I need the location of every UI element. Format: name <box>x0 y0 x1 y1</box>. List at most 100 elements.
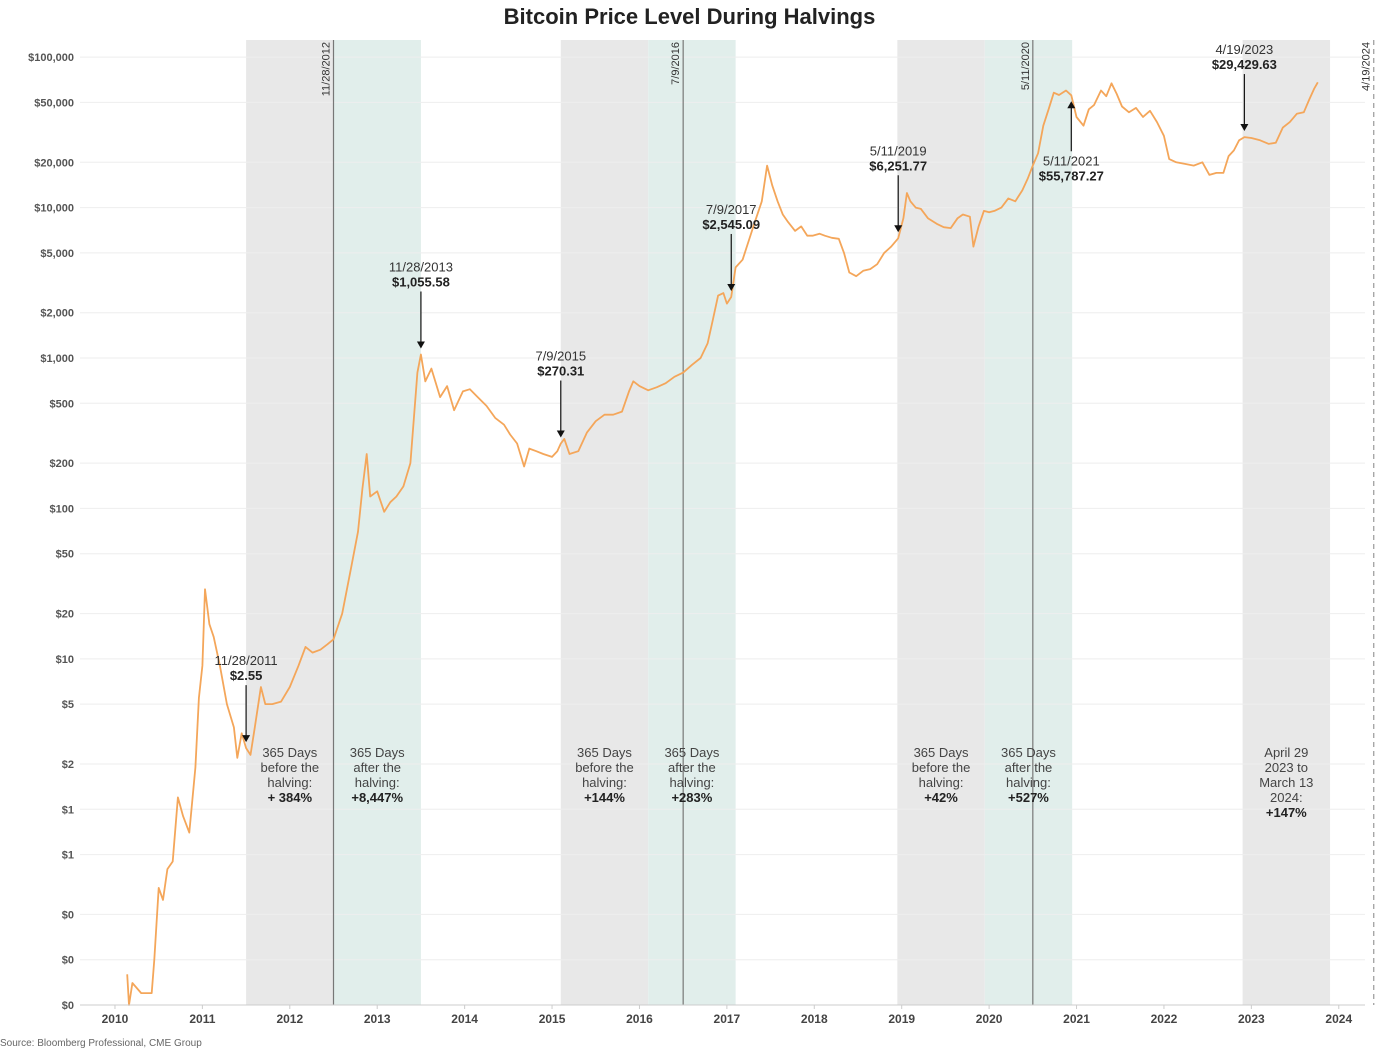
annotation-0-arrowhead <box>242 735 251 743</box>
y-tick-label-12: $10 <box>56 654 74 666</box>
band-6 <box>1242 40 1331 1005</box>
y-tick-label-10: $50 <box>56 549 74 561</box>
y-tick-label-16: $1 <box>62 850 74 862</box>
band-2-line-1: before the <box>575 760 634 775</box>
annotation-1-date: 11/28/2013 <box>389 260 453 275</box>
band-6-line-3: 2024: <box>1270 790 1303 805</box>
band-3-line-2: halving: <box>669 775 714 790</box>
band-3-line-1: after the <box>668 760 716 775</box>
y-tick-label-11: $20 <box>56 609 74 621</box>
y-tick-label-3: $10,000 <box>34 203 74 215</box>
annotation-2-date: 7/9/2015 <box>535 349 586 364</box>
x-tick-label-9: 2019 <box>888 1012 915 1026</box>
annotation-2-value: $270.31 <box>537 364 584 379</box>
band-3-change: +283% <box>671 790 712 805</box>
series-layer <box>126 81 1319 1006</box>
x-tick-label-8: 2018 <box>801 1012 828 1026</box>
x-tick-label-5: 2015 <box>539 1012 566 1026</box>
band-4-line-0: 365 Days <box>914 745 969 760</box>
x-tick-label-3: 2013 <box>364 1012 391 1026</box>
y-tick-label-2: $20,000 <box>34 157 74 169</box>
y-tick-label-0: $100,000 <box>28 52 74 64</box>
bands-layer <box>246 40 1331 1005</box>
y-tick-label-19: $0 <box>62 1000 74 1012</box>
x-tick-label-2: 2012 <box>276 1012 303 1026</box>
x-tick-label-1: 2011 <box>189 1012 215 1026</box>
annotation-0-date: 11/28/2011 <box>215 653 278 668</box>
band-2-line-0: 365 Days <box>577 745 632 760</box>
halving-label-3: 4/19/2024 <box>1361 42 1373 91</box>
band-0-change: + 384% <box>268 790 313 805</box>
y-tick-label-14: $2 <box>62 759 74 771</box>
annotation-3-date: 7/9/2017 <box>706 202 757 217</box>
band-0-line-2: halving: <box>267 775 312 790</box>
annotation-5-value: $55,787.27 <box>1039 168 1104 183</box>
band-1-change: +8,447% <box>351 790 403 805</box>
annotation-5-arrowhead <box>1067 101 1076 109</box>
annotation-4-date: 5/11/2019 <box>870 143 927 158</box>
band-6-line-2: March 13 <box>1259 775 1313 790</box>
x-tick-label-14: 2024 <box>1325 1012 1352 1026</box>
band-2 <box>560 40 649 1005</box>
y-tick-label-9: $100 <box>50 503 74 515</box>
annotation-6-date: 4/19/2023 <box>1215 42 1273 57</box>
y-tick-label-18: $0 <box>62 955 74 967</box>
annotation-6-value: $29,429.63 <box>1212 57 1277 72</box>
ann-layer: 11/28/2011$2.55 11/28/2013$1,055.58 7/9/20… <box>215 42 1277 743</box>
x-tick-label-13: 2023 <box>1238 1012 1265 1026</box>
y-tick-label-4: $5,000 <box>40 248 74 260</box>
halving-label-2: 5/11/2020 <box>1020 42 1032 90</box>
band-5-change: +527% <box>1008 790 1049 805</box>
halving-label-1: 7/9/2016 <box>670 42 682 85</box>
band-5-line-1: after the <box>1005 760 1053 775</box>
band-5 <box>984 40 1073 1005</box>
annotation-5-date: 5/11/2021 <box>1043 153 1100 168</box>
band-1-line-2: halving: <box>355 775 400 790</box>
y-tick-label-1: $50,000 <box>34 97 74 109</box>
halving-layer: 11/28/2012 7/9/2016 5/11/2020 4/19/2024 <box>321 40 1375 1005</box>
y-tick-label-7: $500 <box>50 398 74 410</box>
chart-title: Bitcoin Price Level During Halvings <box>503 4 876 29</box>
halving-label-0: 11/28/2012 <box>321 42 333 96</box>
series-line-0 <box>126 81 1319 1006</box>
y-tick-label-15: $1 <box>62 804 74 816</box>
band-5-line-0: 365 Days <box>1001 745 1056 760</box>
source-note: Source: Bloomberg Professional, CME Grou… <box>0 1038 202 1049</box>
band-2-line-2: halving: <box>582 775 627 790</box>
band-0-line-1: before the <box>261 760 320 775</box>
x-tick-label-0: 2010 <box>102 1012 129 1026</box>
annotation-3-value: $2,545.09 <box>702 217 760 232</box>
band-5-line-2: halving: <box>1006 775 1051 790</box>
annotation-2-arrowhead <box>556 430 565 438</box>
y-tick-label-13: $5 <box>62 699 74 711</box>
annotation-1-arrowhead <box>416 341 425 349</box>
y-tick-label-5: $2,000 <box>40 308 74 320</box>
band-3 <box>648 40 736 1005</box>
annotation-4-value: $6,251.77 <box>869 158 927 173</box>
annotation-4-arrowhead <box>894 225 903 233</box>
y-tick-label-6: $1,000 <box>40 353 74 365</box>
x-tick-label-10: 2020 <box>976 1012 1003 1026</box>
band-1-line-1: after the <box>353 760 401 775</box>
band-2-change: +144% <box>584 790 625 805</box>
band-3-line-0: 365 Days <box>664 745 719 760</box>
band-0 <box>246 40 334 1005</box>
x-tick-label-7: 2017 <box>714 1012 741 1026</box>
y-tick-label-8: $200 <box>50 458 74 470</box>
band-4-change: +42% <box>924 790 958 805</box>
x-tick-label-4: 2014 <box>451 1012 478 1026</box>
axis-layer: $100,000 $50,000 $20,000 $10,000 $5,000 $2,00… <box>28 52 1365 1026</box>
y-tick-label-17: $0 <box>62 909 74 921</box>
band-6-line-0: April 29 <box>1264 745 1308 760</box>
band-6-change: +147% <box>1266 805 1307 820</box>
annotation-3-arrowhead <box>727 283 736 291</box>
annotation-1-value: $1,055.58 <box>392 275 450 290</box>
x-tick-label-12: 2022 <box>1151 1012 1178 1026</box>
x-tick-label-6: 2016 <box>626 1012 653 1026</box>
band-4 <box>897 40 985 1005</box>
annotation-0-value: $2.55 <box>230 668 263 683</box>
annotation-6-arrowhead <box>1240 124 1249 132</box>
band-6-line-1: 2023 to <box>1265 760 1308 775</box>
